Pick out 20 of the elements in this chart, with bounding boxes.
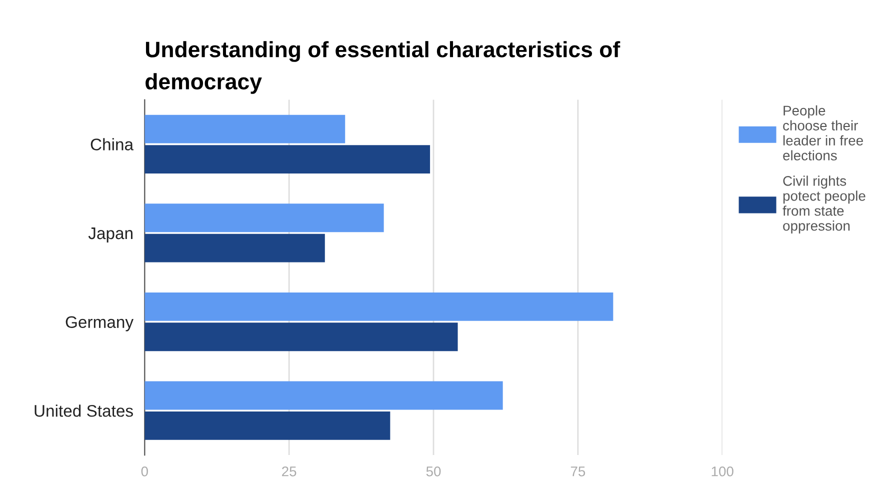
chart-title: Understanding of essential characteristics of democracy bbox=[146, 41, 620, 94]
y-tick-label: United States bbox=[34, 404, 133, 417]
bar bbox=[144, 114, 346, 144]
bar bbox=[144, 411, 390, 440]
y-tick-label: Germany bbox=[66, 316, 134, 332]
bar bbox=[144, 381, 503, 410]
legend-label: Civil rights potect people from state oppression bbox=[782, 176, 866, 234]
x-tick-label: 0 bbox=[141, 466, 148, 476]
bar bbox=[144, 234, 325, 262]
bar bbox=[144, 204, 384, 232]
y-tick-label: Japan bbox=[88, 228, 132, 242]
bar bbox=[144, 292, 614, 321]
bar bbox=[144, 145, 430, 174]
legend-label: People choose their leader in free elections bbox=[783, 105, 863, 160]
x-tick-label: 100 bbox=[712, 466, 734, 476]
y-tick-label: China bbox=[90, 138, 134, 150]
x-tick-label: 75 bbox=[570, 466, 586, 476]
bar bbox=[144, 322, 458, 352]
x-tick-label: 50 bbox=[426, 466, 441, 476]
x-tick-label: 25 bbox=[282, 466, 296, 476]
